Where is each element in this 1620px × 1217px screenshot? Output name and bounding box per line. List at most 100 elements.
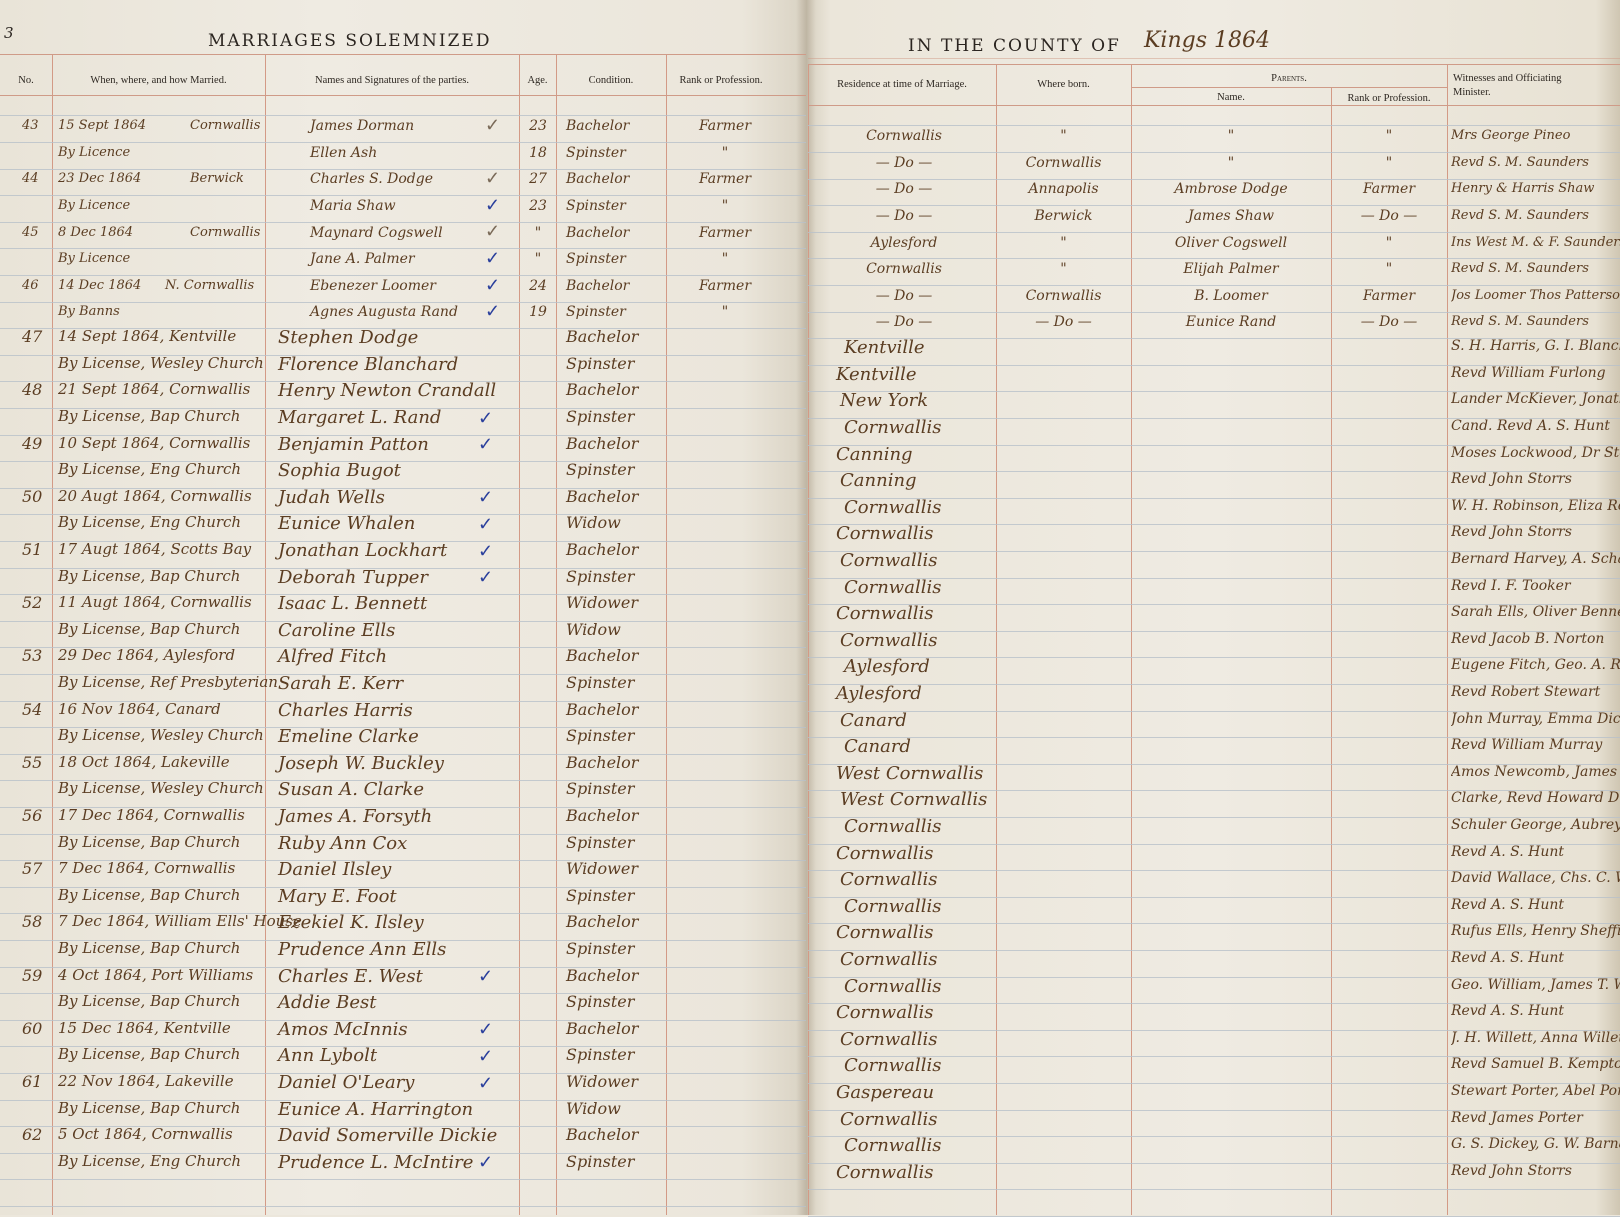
checkmark-icon: ✓ [485, 248, 501, 269]
birthplace: " [1060, 261, 1067, 278]
marriage-when: 10 Sept 1864, Cornwallis [58, 433, 251, 452]
residence: Cornwallis [836, 842, 934, 864]
entry-number: 60 [22, 1018, 43, 1038]
party-name: Amos McInnis [278, 1018, 408, 1040]
party-rank: " [721, 144, 729, 161]
row-rule [808, 657, 1620, 659]
party-name: Charles E. West [278, 965, 423, 987]
witnesses-minister: Revd S. M. Saunders [1451, 262, 1589, 276]
party-condition: Widow [566, 619, 621, 639]
header-condition: Condition. [588, 75, 634, 86]
checkmark-icon: ✓ [478, 407, 494, 429]
row-rule [808, 178, 1620, 180]
party-condition: Widower [566, 593, 638, 613]
party-condition: Spinster [566, 251, 626, 268]
party-name: David Somerville Dickie [278, 1125, 498, 1147]
residence: Cornwallis [844, 576, 942, 598]
row-rule [0, 248, 806, 250]
birthplace: Cornwallis [1025, 154, 1102, 171]
entry-number: 57 [22, 859, 43, 879]
witnesses-minister: J. H. Willett, Anna Willett [1451, 1030, 1620, 1045]
party-condition: Spinster [566, 673, 635, 692]
marriage-when: By License, Wesley Church [58, 779, 264, 798]
party-condition: Spinster [566, 353, 635, 373]
witnesses-minister: Clarke, Revd Howard D. Steele [1451, 791, 1620, 806]
marriage-when: 8 Dec 1864 [58, 224, 134, 240]
residence: Cornwallis [844, 816, 942, 837]
party-condition: Spinster [566, 992, 635, 1012]
county-name-handwritten: Kings 1864 [1144, 28, 1270, 53]
row-rule [808, 710, 1620, 712]
residence: — Do — [875, 154, 933, 171]
parent-rank: Farmer [1362, 181, 1416, 198]
row-rule [808, 976, 1620, 978]
parent-rank: — Do — [1360, 208, 1418, 224]
row-rule [808, 125, 1620, 127]
witnesses-minister: Amos Newcomb, James [1451, 764, 1618, 779]
column-rule [556, 54, 557, 1215]
row-rule [808, 817, 1620, 818]
party-age: 18 [529, 144, 547, 161]
residence: New York [840, 390, 929, 412]
party-age: " [534, 224, 542, 241]
checkmark-icon: ✓ [478, 966, 494, 988]
row-rule [0, 647, 806, 649]
birthplace: Cornwallis [1025, 287, 1102, 304]
checkmark-icon: ✓ [485, 194, 501, 216]
residence: Cornwallis [836, 1002, 934, 1024]
row-rule [0, 195, 806, 197]
party-name: Maynard Cogswell [310, 224, 443, 241]
witnesses-minister: S. H. Harris, G. I. Blanchard [1451, 339, 1620, 354]
entry-number: 46 [22, 277, 39, 293]
party-name: Margaret L. Rand [278, 407, 442, 428]
marriage-when: 17 Dec 1864, Cornwallis [58, 806, 245, 824]
row-rule [808, 577, 1620, 579]
row-rule [0, 328, 806, 330]
marriage-when: 14 Dec 1864 [58, 277, 142, 293]
marriage-when: By License, Wesley Church [58, 353, 264, 372]
marriage-when: 21 Sept 1864, Cornwallis [58, 380, 251, 399]
residence: Cornwallis [840, 869, 938, 891]
residence: West Cornwallis [836, 762, 984, 784]
party-condition: Spinster [566, 304, 626, 321]
checkmark-icon: ✓ [478, 1072, 494, 1094]
marriage-when: By License, Eng Church [58, 460, 242, 479]
row-rule [0, 1152, 806, 1154]
witnesses-minister: Eugene Fitch, Geo. A. Reed [1451, 658, 1620, 673]
entry-number: 59 [22, 965, 43, 985]
residence: Cornwallis [844, 1055, 942, 1077]
row-rule [808, 311, 1620, 313]
residence: Cornwallis [844, 1135, 942, 1157]
party-name: Stephen Dodge [278, 327, 419, 349]
row-rule [0, 807, 806, 808]
party-name: Florence Blanchard [278, 353, 459, 375]
header-no: No. [18, 75, 34, 86]
party-condition: Bachelor [566, 224, 630, 241]
witnesses-minister: Geo. William, James T. West [1451, 977, 1620, 992]
row-rule [808, 604, 1620, 606]
residence: — Do — [875, 314, 933, 331]
witnesses-minister: Henry & Harris Shaw [1451, 182, 1595, 196]
party-name: Jonathan Lockhart [278, 540, 448, 561]
checkmark-icon: ✓ [478, 1152, 494, 1174]
row-rule [808, 923, 1620, 925]
residence: Aylesford [870, 234, 938, 251]
row-rule [0, 833, 806, 835]
marriage-when: By License, Ref Presbyterian [58, 673, 278, 691]
residence: Cornwallis [836, 1161, 934, 1183]
row-rule [808, 418, 1620, 419]
parent-rank: " [1385, 128, 1393, 145]
marriage-when: By License, Bap Church [58, 407, 241, 425]
parent-name: Ambrose Dodge [1174, 181, 1288, 198]
entry-number: 61 [22, 1072, 43, 1091]
party-age: 27 [529, 171, 547, 188]
column-rule [519, 54, 520, 1215]
marriage-when: By License, Bap Church [58, 566, 241, 585]
header-witnesses: Witnesses and Officiating Minister. [1453, 73, 1562, 98]
row-rule [808, 444, 1620, 446]
party-name: Henry Newton Crandall [278, 380, 497, 402]
row-rule [0, 860, 806, 862]
row-rule [0, 886, 806, 888]
row-rule [808, 950, 1620, 951]
row-rule [0, 1073, 806, 1074]
